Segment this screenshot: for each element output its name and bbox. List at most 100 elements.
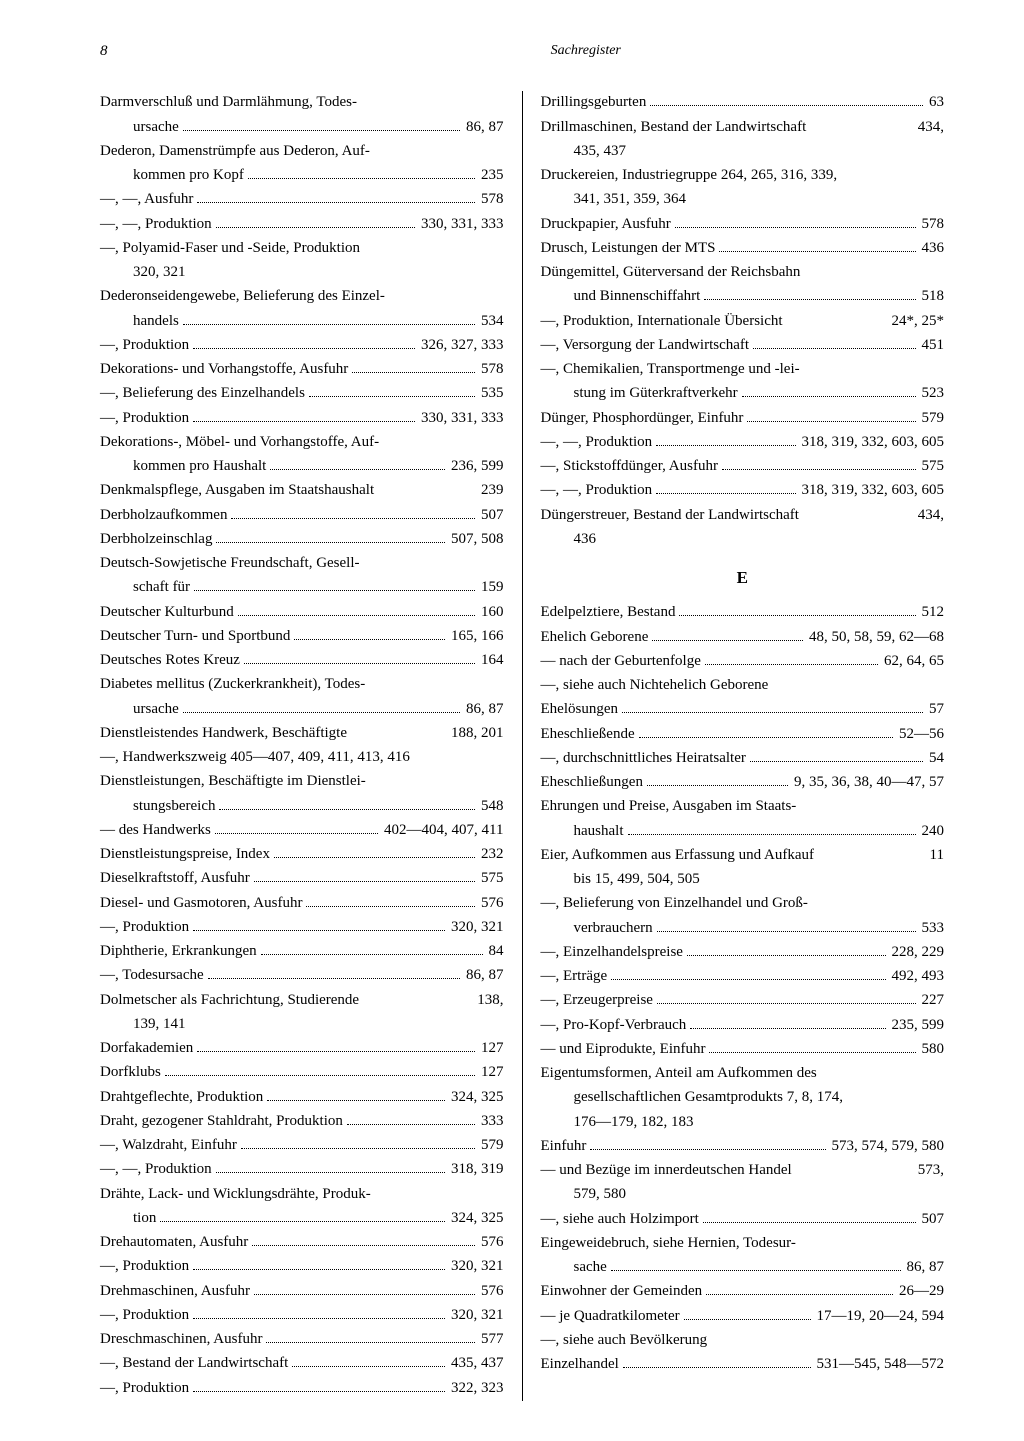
entry-pages: 533 xyxy=(920,917,945,940)
leader-dots xyxy=(352,361,475,373)
leader-dots xyxy=(719,240,915,252)
index-entry: —, —, Produktion318, 319, 332, 603, 605 xyxy=(541,479,945,502)
index-entry: handels534 xyxy=(100,310,504,333)
index-entry: Ehrungen und Preise, Ausgaben im Staats- xyxy=(541,795,945,818)
entry-pages: 138, xyxy=(475,989,503,1012)
index-entry: Dorfakademien127 xyxy=(100,1037,504,1060)
leader-dots xyxy=(183,701,460,713)
entry-pages: 86, 87 xyxy=(464,116,504,139)
leader-dots xyxy=(165,1064,475,1076)
index-entry: Denkmalspflege, Ausgaben im Staatshausha… xyxy=(100,479,504,502)
leader-dots xyxy=(639,726,893,738)
index-entry: —, Chemikalien, Transportmenge und -lei- xyxy=(541,358,945,381)
index-entry: 435, 437 xyxy=(541,140,945,163)
entry-text: —, Versorgung der Landwirtschaft xyxy=(541,334,750,357)
entry-text: —, Erzeugerpreise xyxy=(541,989,653,1012)
entry-text: Drusch, Leistungen der MTS xyxy=(541,237,716,260)
index-entry: Dienstleistendes Handwerk, Beschäftigte … xyxy=(100,722,504,745)
index-entry: Dienstleistungen, Beschäftigte im Dienst… xyxy=(100,770,504,793)
entry-text: —, —, Produktion xyxy=(541,431,653,454)
entry-text: Drähte, Lack- und Wicklungsdrähte, Produ… xyxy=(100,1183,504,1206)
index-entry: stung im Güterkraftverkehr523 xyxy=(541,382,945,405)
entry-pages: 573, xyxy=(916,1159,944,1182)
index-entry: Dieselkraftstoff, Ausfuhr575 xyxy=(100,867,504,890)
entry-pages: 578 xyxy=(479,358,504,381)
entry-text: 139, 141 xyxy=(100,1013,504,1036)
index-entry: Ehelich Geborene48, 50, 58, 59, 62—68 xyxy=(541,626,945,649)
left-column: Darmverschluß und Darmlähmung, Todes-urs… xyxy=(100,91,523,1401)
entry-text: Eingeweidebruch, siehe Hernien, Todesur- xyxy=(541,1232,945,1255)
entry-text: Deutsch-Sowjetische Freundschaft, Gesell… xyxy=(100,552,504,575)
index-columns: Darmverschluß und Darmlähmung, Todes-urs… xyxy=(100,91,944,1401)
index-entry: Eheschließungen9, 35, 36, 38, 40—47, 57 xyxy=(541,771,945,794)
entry-text: stungsbereich xyxy=(133,795,215,818)
leader-dots xyxy=(219,798,475,810)
entry-text: —, Belieferung des Einzelhandels xyxy=(100,382,305,405)
entry-text: ursache xyxy=(133,698,179,721)
index-entry: Edelpelztiere, Bestand512 xyxy=(541,601,945,624)
entry-pages: 436 xyxy=(920,237,945,260)
entry-text: handels xyxy=(133,310,179,333)
index-entry: Darmverschluß und Darmlähmung, Todes- xyxy=(100,91,504,114)
index-entry: gesellschaftlichen Gesamtprodukts 7, 8, … xyxy=(541,1086,945,1109)
index-entry: tion324, 325 xyxy=(100,1207,504,1230)
entry-text: —, Chemikalien, Transportmenge und -lei- xyxy=(541,358,945,381)
entry-text: —, Handwerkszweig 405—407, 409, 411, 413… xyxy=(100,746,504,769)
index-entry: Druckpapier, Ausfuhr578 xyxy=(541,213,945,236)
entry-text: 341, 351, 359, 364 xyxy=(541,188,945,211)
index-entry: 320, 321 xyxy=(100,261,504,284)
page-header: 8 Sachregister xyxy=(100,40,944,63)
leader-dots xyxy=(705,653,878,665)
index-entry: Deutsches Rotes Kreuz164 xyxy=(100,649,504,672)
entry-text: Eier, Aufkommen aus Erfassung und Aufkau… xyxy=(541,844,815,867)
entry-text: —, —, Ausfuhr xyxy=(100,188,193,211)
index-entry: —, Pro-Kopf-Verbrauch235, 599 xyxy=(541,1014,945,1037)
entry-text: Derbholzaufkommen xyxy=(100,504,227,527)
entry-pages: 227 xyxy=(920,989,945,1012)
index-entry: —, Produktion320, 321 xyxy=(100,916,504,939)
leader-dots xyxy=(292,1355,445,1367)
index-entry: Drähte, Lack- und Wicklungsdrähte, Produ… xyxy=(100,1183,504,1206)
index-entry: —, Belieferung des Einzelhandels535 xyxy=(100,382,504,405)
index-entry: Deutsch-Sowjetische Freundschaft, Gesell… xyxy=(100,552,504,575)
entry-text: Drillmaschinen, Bestand der Landwirtscha… xyxy=(541,116,807,139)
entry-pages: 434, xyxy=(916,504,944,527)
entry-text: —, Walzdraht, Einfuhr xyxy=(100,1134,237,1157)
index-entry: Einzelhandel531—545, 548—572 xyxy=(541,1353,945,1376)
index-entry: Drillingsgeburten63 xyxy=(541,91,945,114)
entry-text: —, Produktion xyxy=(100,1377,189,1400)
leader-dots xyxy=(194,579,475,591)
entry-pages: 324, 325 xyxy=(449,1086,504,1109)
entry-text: Eigentumsformen, Anteil am Aufkommen des xyxy=(541,1062,945,1085)
leader-dots xyxy=(266,1331,475,1343)
entry-text: Dolmetscher als Fachrichtung, Studierend… xyxy=(100,989,359,1012)
entry-text: Dorfakademien xyxy=(100,1037,193,1060)
index-entry: —, Produktion326, 327, 333 xyxy=(100,334,504,357)
leader-dots xyxy=(183,119,460,131)
index-entry: —, siehe auch Holzimport507 xyxy=(541,1208,945,1231)
entry-pages: 573, 574, 579, 580 xyxy=(830,1135,945,1158)
entry-text: Dorfklubs xyxy=(100,1061,161,1084)
entry-pages: 531—545, 548—572 xyxy=(815,1353,945,1376)
entry-pages: 9, 35, 36, 38, 40—47, 57 xyxy=(792,771,944,794)
entry-pages: 579 xyxy=(920,407,945,430)
index-entry: — nach der Geburtenfolge62, 64, 65 xyxy=(541,650,945,673)
entry-text: —, Todesursache xyxy=(100,964,204,987)
index-entry: kommen pro Kopf235 xyxy=(100,164,504,187)
leader-dots xyxy=(241,1137,475,1149)
leader-dots xyxy=(622,701,923,713)
entry-pages: 240 xyxy=(920,820,945,843)
entry-text: —, Bestand der Landwirtschaft xyxy=(100,1352,288,1375)
entry-text: Dederonseidengewebe, Belieferung des Ein… xyxy=(100,285,504,308)
entry-text: —, siehe auch Nichtehelich Geborene xyxy=(541,674,945,697)
entry-pages: 512 xyxy=(920,601,945,624)
entry-pages: 318, 319, 332, 603, 605 xyxy=(800,479,945,502)
section-heading: E xyxy=(541,565,945,591)
entry-pages: 236, 599 xyxy=(449,455,504,478)
index-entry: — und Eiprodukte, Einfuhr580 xyxy=(541,1038,945,1061)
entry-pages: 320, 321 xyxy=(449,1304,504,1327)
index-entry: —, —, Ausfuhr578 xyxy=(100,188,504,211)
leader-dots xyxy=(309,385,475,397)
index-entry: —, Belieferung von Einzelhandel und Groß… xyxy=(541,892,945,915)
leader-dots xyxy=(306,895,475,907)
